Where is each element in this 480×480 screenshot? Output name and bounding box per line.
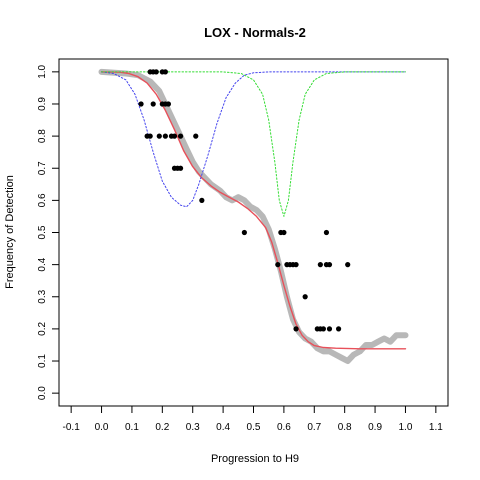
x-tick-label: 1.0 — [399, 422, 413, 433]
x-tick-label: 0.3 — [186, 422, 200, 433]
x-tick-label: 0.8 — [338, 422, 352, 433]
data-point — [345, 262, 351, 268]
data-point — [165, 101, 172, 107]
data-point — [199, 197, 205, 203]
data-point — [293, 326, 299, 332]
data-point — [193, 133, 199, 139]
dotted-curve-4 — [101, 71, 406, 217]
data-point — [171, 133, 178, 139]
data-point — [302, 294, 308, 300]
y-tick-label: 0.1 — [37, 354, 48, 368]
data-point — [275, 262, 281, 268]
data-point — [317, 262, 323, 268]
plot-frame — [58, 58, 449, 407]
data-point — [147, 133, 153, 139]
x-tick-label: 1.1 — [429, 422, 443, 433]
x-tick-label: 0.6 — [277, 422, 291, 433]
data-point — [326, 326, 333, 332]
y-tick-label: 0.6 — [37, 193, 48, 207]
y-tick-label: 0.3 — [37, 289, 48, 303]
x-tick-label: 0.5 — [247, 422, 261, 433]
x-tick-label: 0.7 — [307, 422, 321, 433]
data-point — [177, 165, 184, 171]
dotted-curve-3 — [101, 71, 406, 208]
y-axis-label: Frequency of Detection — [4, 175, 16, 289]
x-tick-label: 0.4 — [216, 422, 230, 433]
y-tick-label: 0.7 — [37, 161, 48, 175]
chart-title: LOX - Normals-2 — [204, 25, 306, 40]
data-point — [320, 326, 326, 332]
x-tick-label: 0.9 — [368, 422, 382, 433]
data-point — [326, 262, 333, 268]
data-point — [138, 101, 144, 107]
data-points — [138, 69, 351, 332]
x-tick-label: 0.1 — [125, 422, 139, 433]
data-point — [323, 229, 330, 236]
y-tick-label: 0.2 — [37, 322, 48, 336]
data-point — [150, 101, 156, 107]
x-tick-label: -0.1 — [63, 422, 81, 433]
y-tick-label: 1.0 — [37, 64, 48, 78]
y-axis: 0.0 0.1 0.2 0.3 0.4 0.5 0.6 0.7 0.8 0.9 1.0 — [37, 64, 59, 400]
data-point — [153, 69, 159, 75]
x-tick-label: 0.0 — [95, 422, 109, 433]
x-tick-label: 0.2 — [155, 422, 169, 433]
data-point — [156, 133, 162, 139]
data-point — [177, 133, 184, 139]
y-tick-label: 0.4 — [37, 257, 48, 271]
y-tick-label: 0.8 — [37, 129, 48, 143]
curves — [98, 68, 409, 364]
grey-trend-curve — [98, 68, 409, 364]
y-tick-label: 0.9 — [37, 97, 48, 111]
data-point — [241, 229, 247, 236]
data-point — [293, 262, 299, 268]
red-fit-curve — [100, 71, 407, 350]
data-point — [162, 69, 168, 75]
y-tick-label: 0.5 — [37, 225, 48, 239]
data-point — [281, 229, 287, 236]
data-point — [162, 133, 168, 139]
data-point — [335, 326, 342, 332]
x-axis-label: Progression to H9 — [211, 453, 299, 465]
x-axis: -0.1 0.0 0.1 0.2 0.3 0.4 0.5 0.6 0.7 0.8 0.9 1.0 1.1 — [63, 406, 443, 433]
y-tick-label: 0.0 — [37, 386, 48, 400]
